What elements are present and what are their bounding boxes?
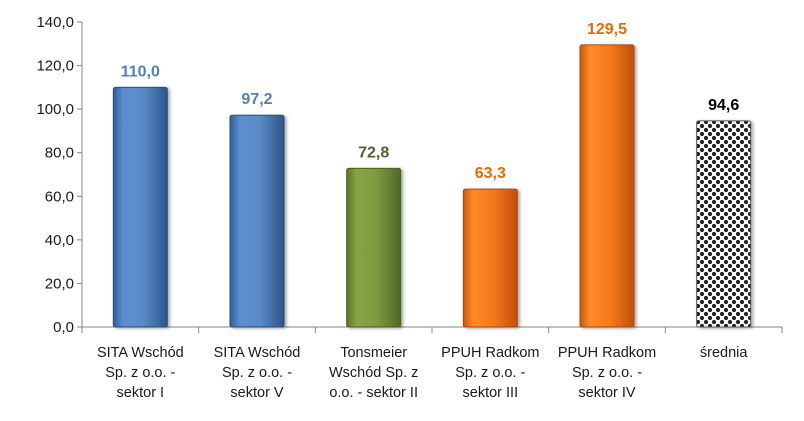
data-label-5: 129,5 <box>587 21 627 38</box>
data-label-3: 72,8 <box>358 144 389 161</box>
y-tick-label: 120,0 <box>36 58 74 75</box>
y-tick-label: 140,0 <box>36 14 74 31</box>
y-tick-label: 80,0 <box>45 145 74 162</box>
bar-6 <box>696 120 752 328</box>
y-tick-label: 0,0 <box>53 319 74 336</box>
category-label-1: SITA Wschód Sp. z o.o. -sektor I <box>97 345 184 401</box>
category-label-5: PPUH Radkom Sp. z o.o. -sektor IV <box>558 345 656 401</box>
data-label-2: 97,2 <box>241 91 272 108</box>
bar-3 <box>346 167 402 328</box>
data-labels: 110,0 97,2 72,8 63,3 129,5 94,6 <box>121 21 740 182</box>
y-axis-ticks: 0,0 20,0 40,0 60,0 80,0 100,0 120,0 140,0 <box>36 14 82 336</box>
y-tick-label: 40,0 <box>45 232 74 249</box>
bar-4 <box>462 188 518 328</box>
category-label-6: średnia <box>700 345 748 361</box>
y-tick-label: 20,0 <box>45 275 74 292</box>
bar-2 <box>229 114 285 328</box>
y-tick-label: 60,0 <box>45 188 74 205</box>
bar-1 <box>112 86 168 328</box>
category-label-3: Tonsmeier Wschód Sp. z o.o. - sektor II <box>329 345 418 401</box>
category-label-4: PPUH Radkom Sp. z o.o. -sektor III <box>441 345 539 401</box>
category-label-2: SITA Wschód Sp. z o.o. -sektor V <box>214 345 301 401</box>
bar-5 <box>579 44 635 328</box>
data-label-6: 94,6 <box>708 97 739 114</box>
category-labels: SITA Wschód Sp. z o.o. -sektor I SITA Wsch… <box>97 345 748 401</box>
data-label-1: 110,0 <box>121 63 160 80</box>
axes <box>81 22 782 328</box>
y-tick-label: 100,0 <box>36 101 74 118</box>
bars <box>112 44 752 328</box>
data-label-4: 63,3 <box>475 165 506 182</box>
x-axis-ticks <box>81 327 783 333</box>
